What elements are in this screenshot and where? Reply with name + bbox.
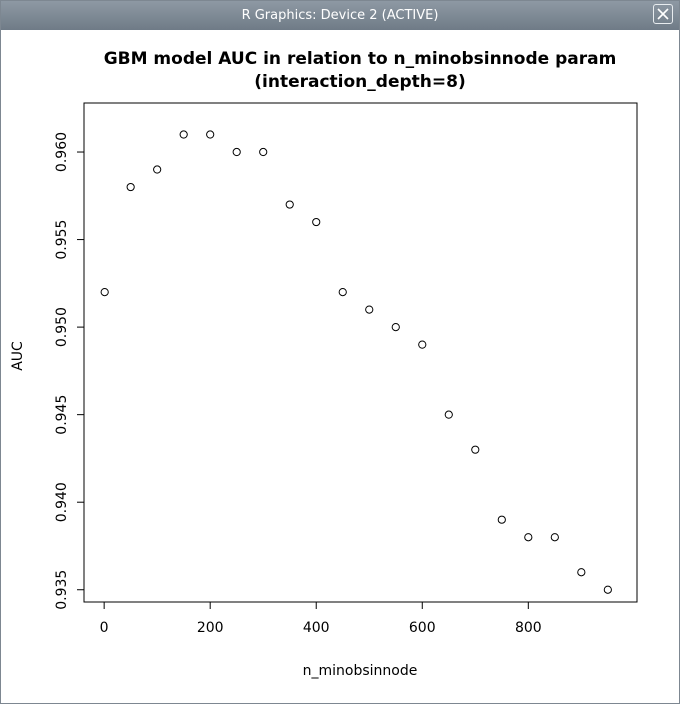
window-titlebar[interactable]: R Graphics: Device 2 (ACTIVE) [1, 1, 679, 30]
data-point [259, 147, 268, 157]
data-point [471, 445, 480, 454]
x-tick-label: 800 [515, 620, 542, 636]
data-point [126, 182, 135, 192]
plot-frame [83, 102, 638, 603]
data-point [497, 515, 506, 524]
data-point [577, 568, 586, 577]
scatter-chart: GBM model AUC in relation to n_minobsinn… [10, 49, 638, 679]
y-tick-label: 0.955 [54, 220, 70, 260]
data-point [524, 533, 533, 542]
y-axis-label: AUC [10, 341, 26, 371]
plot-area: GBM model AUC in relation to n_minobsinn… [1, 30, 679, 703]
x-tick-label: 200 [197, 620, 224, 636]
data-point [550, 533, 559, 542]
chart-subtitle: (interaction_depth=8) [254, 72, 465, 92]
x-axis-label: n_minobsinnode [303, 663, 418, 679]
x-axis: 0 200 400 600 800 [100, 601, 542, 636]
data-point [285, 200, 294, 209]
chart-title: GBM model AUC in relation to n_minobsinn… [104, 49, 617, 69]
data-point [179, 130, 188, 139]
data-point [418, 340, 427, 349]
close-icon [657, 8, 669, 20]
data-point [312, 217, 321, 227]
close-button[interactable] [653, 4, 673, 24]
data-point [365, 305, 374, 314]
y-tick-label: 0.945 [54, 395, 70, 435]
y-tick-label: 0.940 [54, 482, 70, 522]
window-title: R Graphics: Device 2 (ACTIVE) [241, 8, 439, 23]
y-axis: 0.935 0.940 0.945 0.950 0.955 0.960 [54, 132, 85, 610]
data-point [100, 287, 109, 297]
x-tick-label: 600 [409, 620, 436, 636]
data-point [232, 147, 241, 157]
data-points [100, 130, 612, 594]
data-point [153, 165, 162, 174]
data-point [391, 323, 400, 332]
data-point [338, 287, 347, 297]
data-point [603, 585, 612, 594]
x-tick-label: 0 [100, 620, 109, 636]
data-point [206, 130, 215, 139]
data-point [444, 410, 453, 419]
x-tick-label: 400 [303, 620, 330, 636]
y-tick-label: 0.950 [54, 307, 70, 347]
y-tick-label: 0.935 [54, 570, 70, 610]
y-tick-label: 0.960 [54, 132, 70, 172]
